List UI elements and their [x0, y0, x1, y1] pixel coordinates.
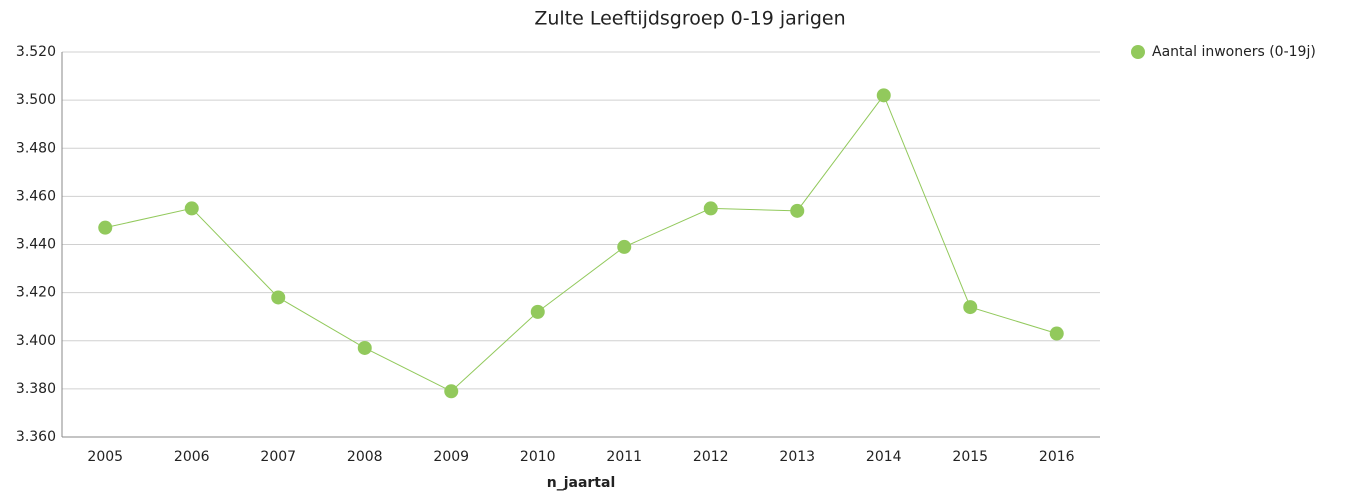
legend-label: Aantal inwoners (0-19j)	[1152, 44, 1316, 60]
x-tick-label: 2014	[866, 449, 902, 465]
data-point	[98, 220, 113, 235]
x-tick-label: 2009	[433, 449, 469, 465]
x-tick-label: 2012	[693, 449, 729, 465]
x-tick-label: 2016	[1039, 449, 1075, 465]
y-tick-label: 3.520	[16, 44, 56, 60]
y-tick-label: 3.500	[16, 92, 56, 108]
x-tick-label: 2015	[952, 449, 988, 465]
y-tick-label: 3.420	[16, 285, 56, 301]
x-tick-label: 2010	[520, 449, 556, 465]
x-tick-label: 2011	[606, 449, 642, 465]
data-point	[271, 290, 286, 305]
x-tick-label: 2007	[260, 449, 296, 465]
data-point	[963, 300, 978, 315]
y-tick-label: 3.440	[16, 237, 56, 253]
data-point	[790, 203, 805, 218]
x-axis-label: n_jaartal	[547, 475, 616, 491]
data-point	[357, 340, 372, 355]
x-tick-label: 2006	[174, 449, 210, 465]
x-tick-label: 2008	[347, 449, 383, 465]
data-point	[1049, 326, 1064, 341]
y-tick-label: 3.380	[16, 381, 56, 397]
x-tick-label: 2013	[779, 449, 815, 465]
data-point	[703, 201, 718, 216]
data-point	[444, 384, 459, 399]
y-tick-label: 3.360	[16, 429, 56, 445]
x-tick-label: 2005	[87, 449, 123, 465]
y-tick-label: 3.480	[16, 140, 56, 156]
y-tick-label: 3.460	[16, 188, 56, 204]
chart-title: Zulte Leeftijdsgroep 0-19 jarigen	[534, 8, 845, 30]
legend-marker	[1131, 45, 1145, 59]
data-point	[876, 88, 891, 103]
data-point	[184, 201, 199, 216]
data-point	[617, 239, 632, 254]
y-tick-label: 3.400	[16, 333, 56, 349]
series-line	[105, 94, 1057, 392]
data-point	[530, 304, 545, 319]
